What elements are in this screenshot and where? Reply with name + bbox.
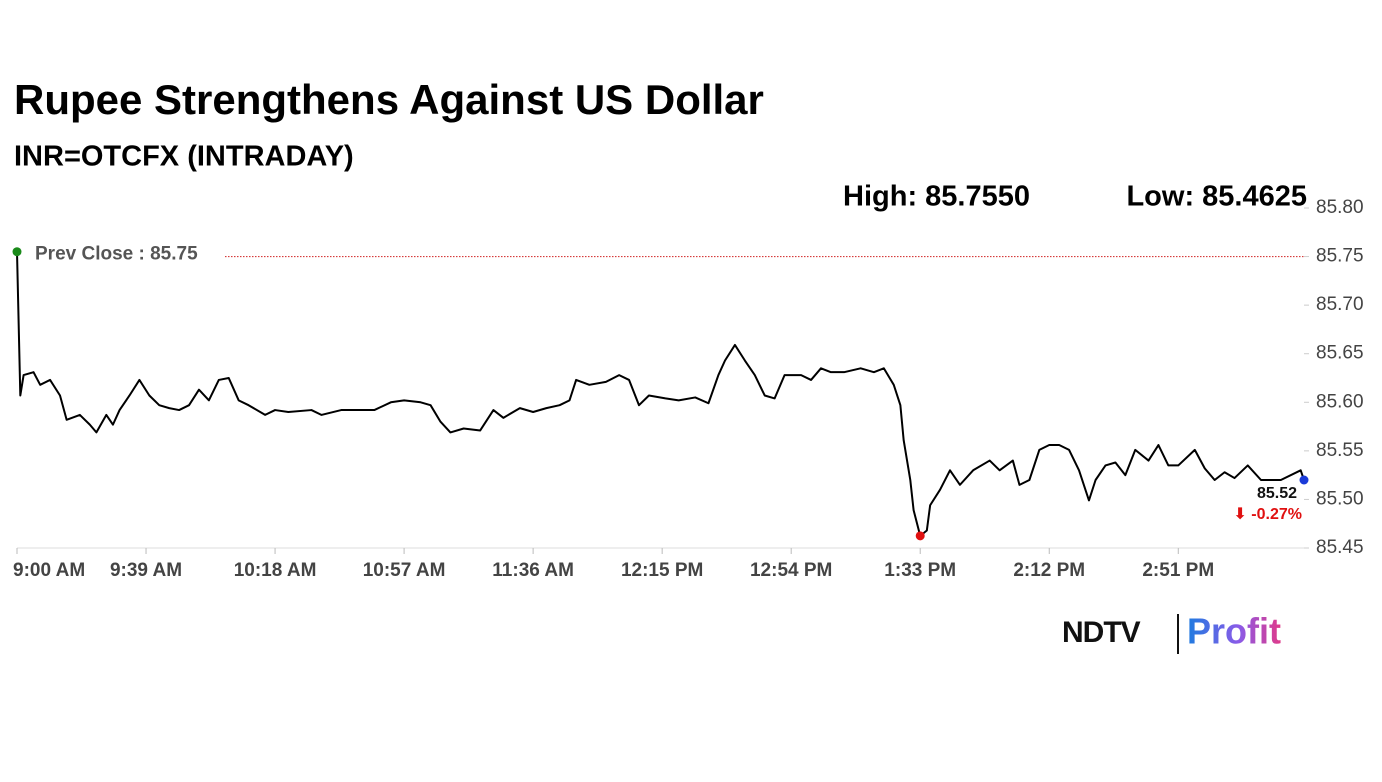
- x-tick-label: 1:33 PM: [884, 560, 956, 581]
- end-point: [1299, 475, 1309, 485]
- prev-close-label: Prev Close : 85.75: [35, 244, 198, 265]
- high-label: High: 85.7550: [843, 181, 1030, 213]
- x-tick-label: 12:15 PM: [621, 560, 703, 581]
- chart-title: Rupee Strengthens Against US Dollar: [14, 76, 764, 123]
- x-tick-label: 10:18 AM: [234, 560, 317, 581]
- y-tick-label: 85.45: [1316, 537, 1364, 558]
- brand-right: Profit: [1187, 611, 1281, 652]
- y-tick-label: 85.55: [1316, 440, 1364, 461]
- start-point: [12, 247, 22, 257]
- y-tick-label: 85.60: [1316, 391, 1364, 412]
- x-tick-label: 2:51 PM: [1142, 560, 1214, 581]
- y-tick-label: 85.75: [1316, 246, 1364, 267]
- chart-subtitle: INR=OTCFX (INTRADAY): [14, 141, 354, 173]
- y-tick-label: 85.50: [1316, 488, 1364, 509]
- x-tick-label: 9:00 AM: [13, 560, 85, 581]
- low-label: Low: 85.4625: [1126, 181, 1307, 213]
- y-tick-label: 85.70: [1316, 294, 1364, 315]
- low-point: [915, 531, 925, 541]
- last-value-label: 85.52: [1257, 485, 1297, 502]
- x-tick-label: 12:54 PM: [750, 560, 832, 581]
- y-tick-label: 85.65: [1316, 343, 1364, 364]
- x-tick-label: 2:12 PM: [1013, 560, 1085, 581]
- x-tick-label: 11:36 AM: [492, 560, 574, 581]
- y-tick-label: 85.80: [1316, 197, 1364, 218]
- brand-left: NDTV: [1062, 616, 1141, 649]
- x-tick-label: 9:39 AM: [110, 560, 182, 581]
- x-tick-label: 10:57 AM: [363, 560, 446, 581]
- change-label: ⬇ -0.27%: [1233, 506, 1302, 523]
- price-line: [16, 251, 1305, 537]
